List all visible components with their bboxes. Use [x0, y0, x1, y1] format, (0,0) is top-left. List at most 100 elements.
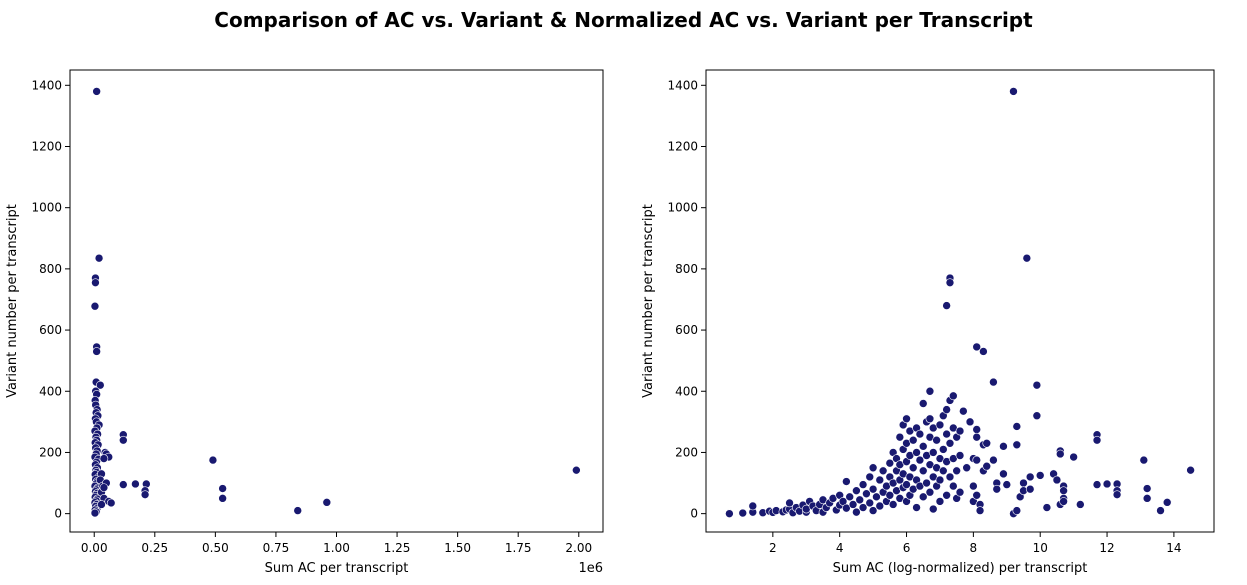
chart-2-data-point	[989, 455, 998, 465]
chart-1-data-point	[99, 454, 109, 463]
chart-1-x-tick-label: 2.00	[565, 541, 592, 555]
chart-2-data-point	[858, 503, 868, 512]
chart-2-data-point	[925, 386, 935, 396]
chart-1-x-tick-label: 1.75	[505, 541, 532, 555]
chart-2-data-point	[855, 495, 865, 505]
chart-2-data-point	[1019, 478, 1028, 488]
chart-1-data-point	[90, 301, 100, 311]
chart-1-data-point	[293, 506, 303, 515]
chart-2-data-point	[938, 466, 948, 476]
chart-2-y-tick-label: 1000	[667, 201, 698, 215]
chart-2-data-point	[738, 508, 748, 518]
chart-2-data-point	[885, 490, 895, 500]
chart-2-data-point	[858, 480, 868, 489]
chart-2-x-tick-label: 4	[836, 541, 844, 555]
chart-2-x-tick-label: 8	[970, 541, 978, 555]
chart-2-data-point	[1142, 484, 1152, 493]
chart-2-data-point	[1042, 503, 1052, 512]
chart-2-x-tick-label: 14	[1166, 541, 1181, 555]
chart-2-data-point	[865, 472, 875, 482]
chart-1-y-tick-label: 400	[39, 384, 62, 398]
chart-2-data-point	[1142, 494, 1152, 503]
chart-1-y-tick-label: 200	[39, 445, 62, 459]
chart-2-data-point	[908, 463, 918, 473]
chart-2-data-point	[972, 490, 982, 500]
chart-2-data-point	[982, 438, 992, 448]
chart-2-data-point	[1059, 497, 1068, 506]
chart-2-data-point	[1069, 452, 1078, 462]
chart-1-x-tick-label: 1.50	[444, 541, 471, 555]
chart-2-data-point	[938, 445, 948, 454]
chart-1-y-axis-label: Variant number per transcript	[5, 204, 20, 398]
chart-2-data-point	[942, 301, 951, 310]
figure-title: Comparison of AC vs. Variant & Normalize…	[214, 8, 1033, 32]
chart-1-y-tick-label: 1000	[31, 201, 62, 215]
chart-2-data-point	[888, 500, 898, 509]
chart-2-data-point	[845, 492, 855, 502]
chart-1-x-tick-label: 0.25	[141, 541, 168, 555]
chart-1-data-point	[119, 480, 128, 489]
chart-2-data-point	[925, 487, 935, 497]
chart-2-x-tick-label: 12	[1099, 541, 1114, 555]
chart-2-data-point	[1052, 475, 1062, 485]
chart-2-data-point	[918, 399, 928, 408]
chart-2-y-tick-label: 0	[690, 507, 698, 521]
chart-1-x-tick-label: 0.00	[81, 541, 108, 555]
chart-2-data-point	[942, 405, 951, 414]
chart-2-data-point	[848, 500, 858, 509]
chart-2-data-point	[1059, 486, 1068, 495]
chart-2-x-tick-label: 10	[1033, 541, 1048, 555]
chart-2-data-point	[955, 426, 965, 436]
chart-2-data-point	[1162, 498, 1172, 507]
chart-1-data-point	[92, 87, 101, 96]
chart-2-data-point	[918, 442, 928, 451]
chart-2-data-point	[932, 435, 941, 445]
chart-2-data-point	[925, 414, 935, 424]
chart-2-data-point	[989, 377, 998, 387]
chart-1-data-point	[218, 494, 227, 503]
chart-2-data-point	[952, 466, 961, 476]
chart-1-y-tick-label: 600	[39, 323, 62, 337]
chart-2-data-point	[838, 497, 848, 506]
chart-2-data-point	[875, 475, 885, 485]
chart-2-data-point	[875, 501, 885, 511]
chart-2-data-point	[969, 481, 978, 491]
chart-2-data-point	[928, 448, 938, 457]
chart-1-x-tick-label: 0.50	[202, 541, 229, 555]
chart-1-data-point	[131, 479, 140, 489]
chart-1-y-tick-label: 0	[54, 507, 62, 521]
chart-2-data-point	[908, 435, 918, 445]
chart-2-data-point	[1092, 435, 1102, 445]
chart-1-plot-frame	[69, 69, 604, 533]
chart-2-data-point	[922, 478, 931, 488]
chart-2-data-point	[852, 486, 861, 495]
chart-2-data-point	[852, 507, 861, 517]
chart-2-data-point	[955, 487, 965, 497]
chart-1-x-axis-label: Sum AC per transcript	[265, 561, 409, 576]
chart-2-data-point	[878, 466, 888, 476]
chart-2-data-point	[748, 501, 758, 511]
chart-1-y-tick-label: 1200	[31, 139, 62, 153]
chart-1-x-tick-label: 1.25	[384, 541, 411, 555]
chart-2-data-point	[902, 480, 911, 489]
chart-2-data-point	[912, 503, 921, 512]
chart-2-data-point	[975, 506, 985, 515]
chart-2-data-point	[842, 477, 851, 486]
chart-2-data-point	[1025, 484, 1035, 494]
chart-1-x-tick-label: 0.75	[263, 541, 290, 555]
chart-2-data-point	[868, 484, 878, 494]
chart-1-data-point	[91, 278, 100, 287]
chart-2-data-point	[1076, 500, 1085, 509]
chart-2-data-point	[972, 432, 982, 442]
chart-2-data-point	[1022, 253, 1032, 263]
chart-1-y-tick-label: 1400	[31, 78, 62, 92]
chart-2-y-tick-label: 200	[675, 445, 698, 459]
chart-1-x-tick-label: 1.00	[323, 541, 350, 555]
chart-1-data-point	[140, 490, 150, 499]
chart-2-data-point	[982, 461, 992, 471]
chart-2-data-point	[1002, 480, 1012, 489]
chart-2-data-point	[842, 503, 851, 513]
chart-2-data-point	[915, 455, 925, 465]
chart-2-data-point	[965, 417, 975, 427]
